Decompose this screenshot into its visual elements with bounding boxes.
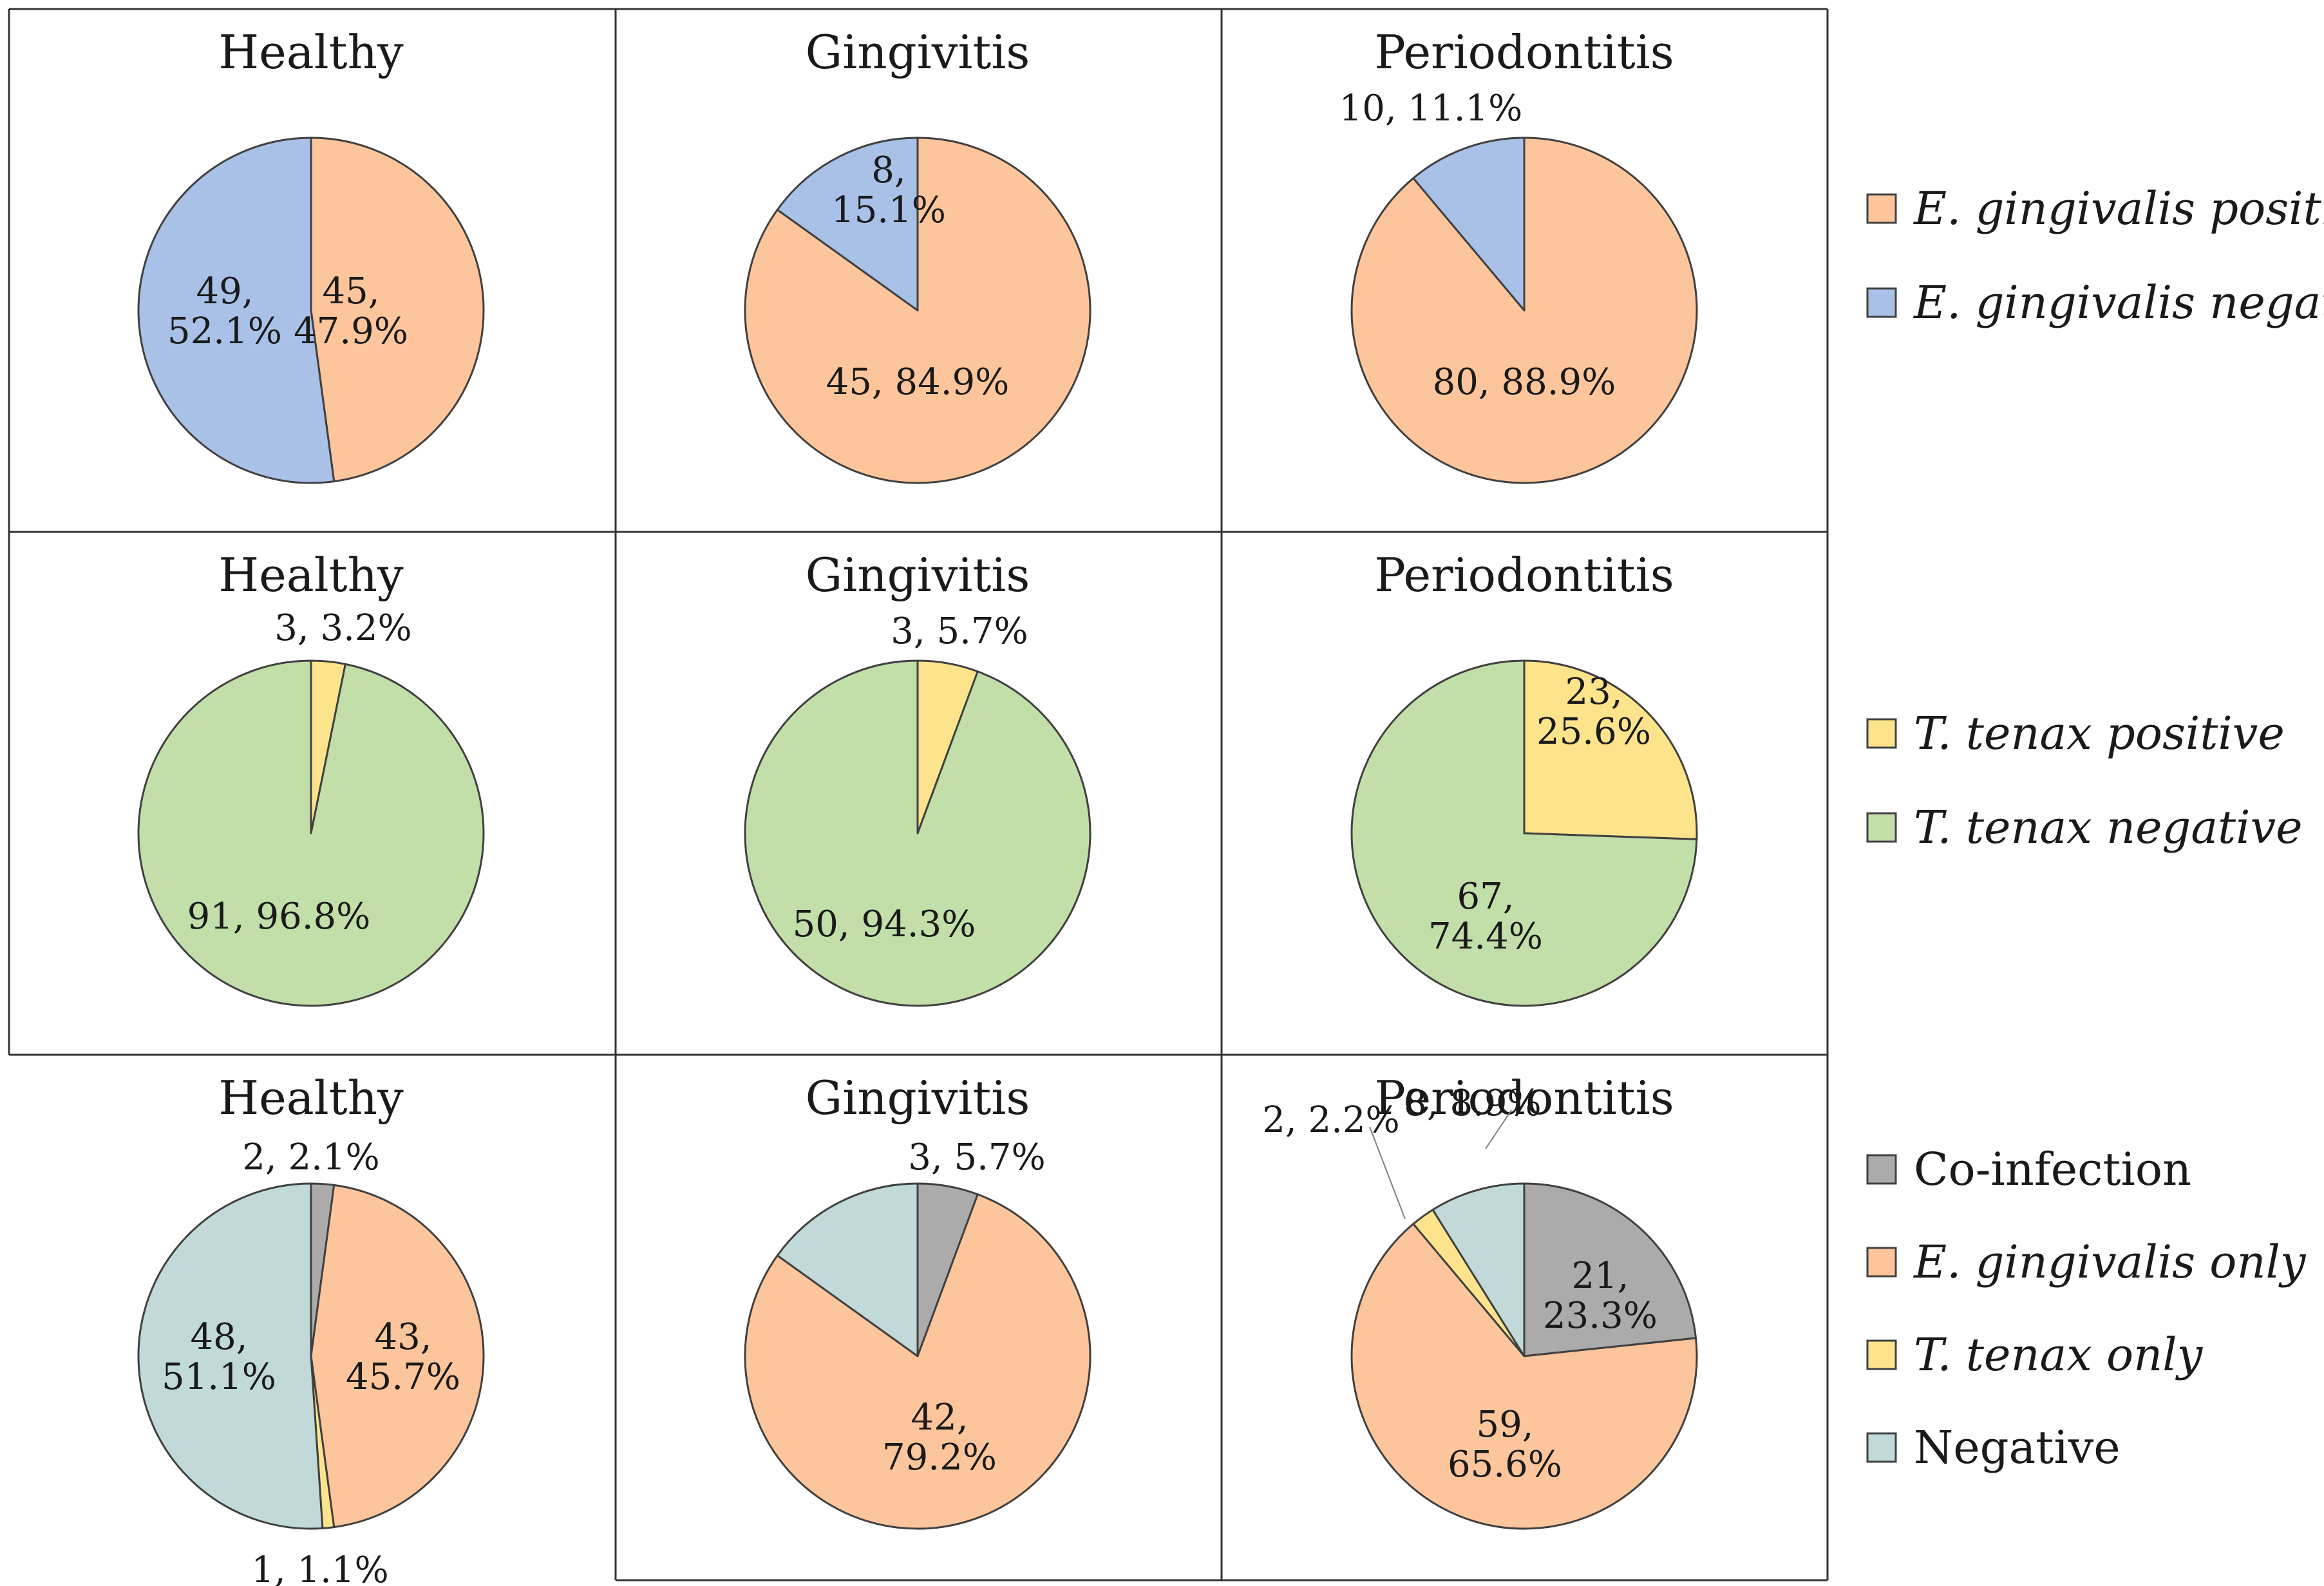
legend-label: T. tenax only <box>1914 1328 2204 1381</box>
data-label-co-infection: 21, <box>1571 1255 1629 1297</box>
pie-slice-e-gingivalis-negative <box>1412 137 1526 312</box>
legend-item-e-gingivalis-positive: E. gingivalis positive <box>1866 182 2324 235</box>
label-leader-line <box>1485 1109 1512 1149</box>
chart-title: Periodontitis <box>1374 548 1674 602</box>
legend-item-co-infection: Co-infection <box>1866 1143 2191 1196</box>
pie-chart-healthy-row-1: Healthy 45,47.9% 49,52.1% <box>137 25 485 484</box>
legend-item-t-tenax-positive: T. tenax positive <box>1866 707 2285 760</box>
pie-chart-gingivitis-row-2: Gingivitis 3, 5.7% 50, 94.3% <box>744 548 1091 1007</box>
data-label-e-gingivalis-positive: 47.9% <box>294 310 408 352</box>
legend-label: E. gingivalis negative <box>1913 276 2324 329</box>
pie-slice-t-tenax-negative <box>1350 659 1698 1007</box>
chart-title: Healthy <box>218 25 404 79</box>
pie-slice-e-gingivalis-negative <box>776 137 919 312</box>
legend-row-3: Co-infection E. gingivalis only T. tenax o… <box>1866 1143 2307 1474</box>
pie-chart-gingivitis-row-1: Gingivitis 45, 84.9% 8,15.1% <box>744 25 1091 484</box>
legend-label: Negative <box>1914 1421 2121 1474</box>
data-label-t-tenax-positive: 3, 5.7% <box>891 610 1028 652</box>
pie-slice-negative <box>776 1182 919 1357</box>
data-label-t-tenax-only: 2, 2.2% <box>1262 1099 1400 1141</box>
label-leader-line <box>1369 1126 1406 1220</box>
pie-chart-healthy-row-3: Healthy 2, 2.1% 43,45.7% 1, 1.1% 48,51.1% <box>137 1071 485 1586</box>
pie-chart-periodontitis-row-1: Periodontitis 80, 88.9% 10, 11.1% <box>1339 25 1698 484</box>
pie-slice-t-tenax-positive <box>1523 659 1698 840</box>
pie-slice-negative <box>137 1182 324 1530</box>
data-label-e-gingivalis-negative: 52.1% <box>167 310 282 352</box>
data-label-e-gingivalis-only: 45.7% <box>346 1356 460 1398</box>
chart-title: Healthy <box>218 548 404 602</box>
pie-panels: Healthy 45,47.9% 49,52.1% Gingivitis 45, 84.… <box>137 25 1698 1586</box>
data-label-co-infection: 2, 2.1% <box>242 1137 380 1178</box>
pie-chart-healthy-row-2: Healthy 3, 3.2% 91, 96.8% <box>137 548 485 1007</box>
chart-title: Healthy <box>218 1071 404 1125</box>
legend-item-t-tenax-negative: T. tenax negative <box>1866 801 2303 854</box>
pie-slice-t-tenax-negative <box>137 659 485 1007</box>
legend-label: Co-infection <box>1914 1143 2191 1196</box>
data-label-negative: 48, <box>190 1316 247 1358</box>
legend-swatch <box>1866 1247 1897 1278</box>
legend-label: E. gingivalis only <box>1913 1236 2307 1289</box>
data-label-e-gingivalis-only: 79.2% <box>882 1437 997 1478</box>
pie-chart-periodontitis-row-2: Periodontitis 23,25.6% 67,74.4% <box>1350 548 1698 1007</box>
data-label-e-gingivalis-only: 65.6% <box>1448 1444 1562 1486</box>
data-label-e-gingivalis-negative: 49, <box>196 270 253 312</box>
pie-slice-e-gingivalis-negative <box>137 137 335 484</box>
data-label-t-tenax-negative: 74.4% <box>1428 916 1543 958</box>
chart-title: Gingivitis <box>806 548 1030 602</box>
pie-slice-t-tenax-negative <box>744 659 1091 1007</box>
data-label-t-tenax-positive: 3, 3.2% <box>274 607 412 649</box>
data-label-co-infection: 3, 5.7% <box>908 1137 1046 1178</box>
panel-grid <box>8 8 1829 1581</box>
pie-chart-gingivitis-row-3: Gingivitis 3, 5.7% 42,79.2% <box>744 1071 1091 1530</box>
data-label-t-tenax-only: 1, 1.1% <box>251 1549 389 1586</box>
pie-slice-negative <box>1431 1182 1526 1357</box>
pie-slice-e-gingivalis-only <box>310 1184 485 1529</box>
data-label-e-gingivalis-only: 59, <box>1476 1404 1533 1446</box>
data-label-e-gingivalis-only: 43, <box>374 1316 431 1358</box>
data-label-co-infection: 23.3% <box>1543 1295 1658 1337</box>
chart-title: Gingivitis <box>806 25 1030 79</box>
legend-label: T. tenax negative <box>1914 801 2303 854</box>
pie-slice-e-gingivalis-positive <box>310 137 485 483</box>
data-label-t-tenax-positive: 23, <box>1565 671 1622 713</box>
legend-row-2: T. tenax positive T. tenax negative <box>1866 707 2303 854</box>
legend-swatch <box>1866 718 1897 749</box>
data-label-e-gingivalis-negative: 15.1% <box>831 189 946 231</box>
data-label-e-gingivalis-positive: 80, 88.9% <box>1433 361 1616 403</box>
legend-swatch <box>1866 1432 1897 1463</box>
data-label-negative: 51.1% <box>162 1356 276 1398</box>
legend-item-t-tenax-only: T. tenax only <box>1866 1328 2204 1381</box>
legend-item-e-gingivalis-negative: E. gingivalis negative <box>1866 276 2324 329</box>
pie-slice-e-gingivalis-only <box>1350 1223 1698 1530</box>
data-label-t-tenax-positive: 25.6% <box>1536 711 1651 753</box>
chart-title: Periodontitis <box>1374 1071 1674 1125</box>
legend-swatch <box>1866 287 1897 318</box>
legend-row-1: E. gingivalis positive E. gingivalis nega… <box>1866 182 2324 329</box>
data-label-t-tenax-negative: 67, <box>1457 876 1514 918</box>
pie-chart-periodontitis-row-3: Periodontitis 21,23.3% 59,65.6% 2, 2.2% 8, 8… <box>1262 1071 1698 1530</box>
legend-swatch <box>1866 1339 1897 1370</box>
chart-title: Gingivitis <box>806 1071 1030 1125</box>
legend-swatch <box>1866 193 1897 224</box>
legend-swatch <box>1866 1154 1897 1185</box>
data-label-e-gingivalis-negative: 10, 11.1% <box>1339 88 1523 129</box>
data-label-negative: 8, 8.9% <box>1404 1082 1542 1124</box>
pie-slice-e-gingivalis-only <box>744 1193 1091 1530</box>
data-label-e-gingivalis-only: 42, <box>911 1397 968 1439</box>
data-label-e-gingivalis-positive: 45, <box>322 270 379 312</box>
data-label-e-gingivalis-positive: 45, 84.9% <box>826 361 1010 403</box>
pie-slice-co-infection <box>1523 1182 1697 1357</box>
legend-label: T. tenax positive <box>1914 707 2285 760</box>
data-label-e-gingivalis-negative: 8, <box>871 149 905 191</box>
legend-item-negative: Negative <box>1866 1421 2121 1474</box>
data-label-t-tenax-negative: 91, 96.8% <box>187 896 371 938</box>
legend-item-e-gingivalis-only: E. gingivalis only <box>1866 1236 2307 1289</box>
legend-label: E. gingivalis positive <box>1913 182 2324 235</box>
data-label-t-tenax-negative: 50, 94.3% <box>793 903 976 945</box>
chart-title: Periodontitis <box>1374 25 1674 79</box>
legend-area: E. gingivalis positive E. gingivalis nega… <box>1866 182 2324 1474</box>
legend-swatch <box>1866 812 1897 843</box>
